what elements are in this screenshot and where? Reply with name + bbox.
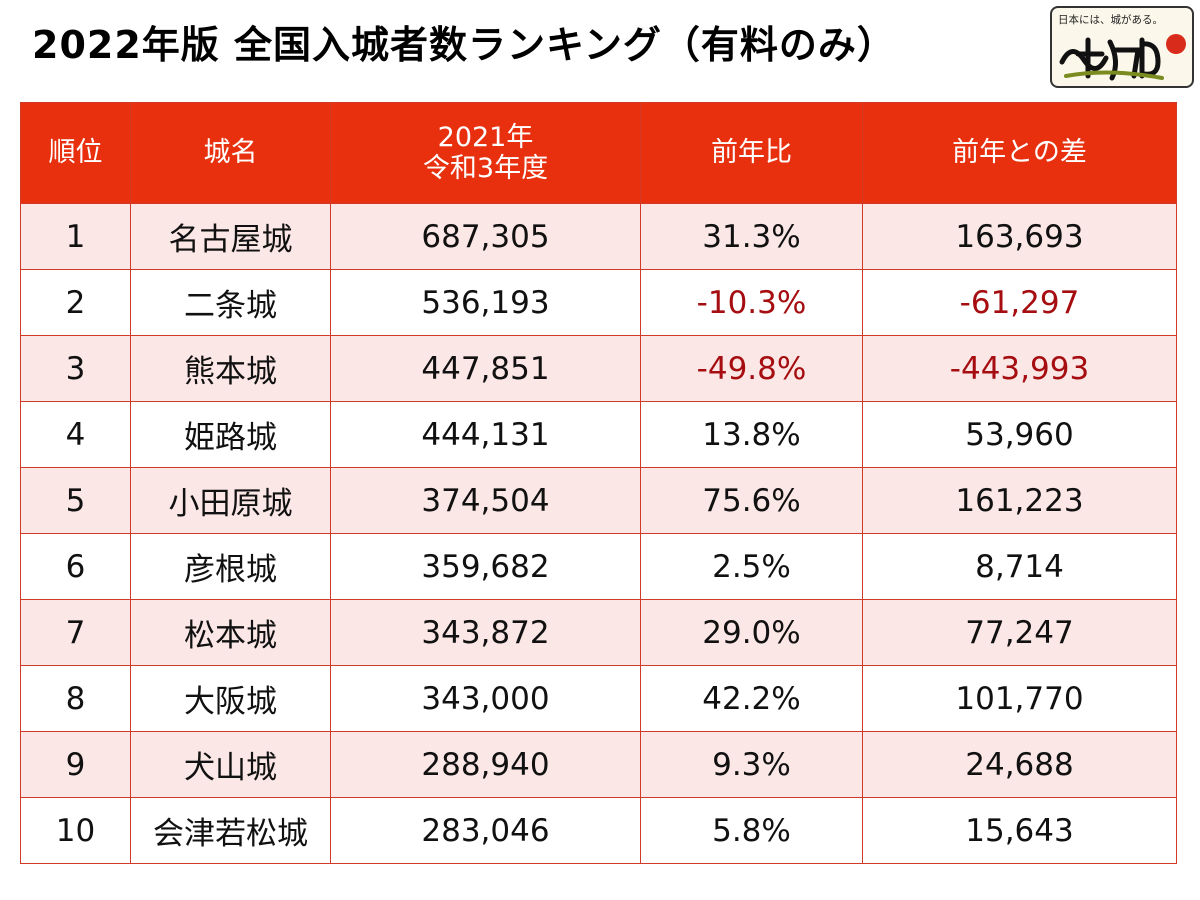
- rank-cell: 9: [20, 731, 131, 798]
- table-row: 3 熊本城 447,851 -49.8% -443,993: [20, 335, 1177, 402]
- table-row: 6 彦根城 359,682 2.5% 8,714: [20, 533, 1177, 600]
- rank-cell: 7: [20, 599, 131, 666]
- header-castle: 城名: [130, 102, 331, 204]
- castle-name-cell: 姫路城: [130, 401, 331, 468]
- diff-cell: 53,960: [862, 401, 1177, 468]
- diff-cell: 77,247: [862, 599, 1177, 666]
- table-row: 4 姫路城 444,131 13.8% 53,960: [20, 401, 1177, 468]
- logo: 日本には、城がある。: [1050, 6, 1194, 88]
- table-header-row: 順位 城名 2021年 令和3年度 前年比 前年との差: [20, 102, 1177, 204]
- table-row: 10 会津若松城 283,046 5.8% 15,643: [20, 797, 1177, 864]
- table-row: 7 松本城 343,872 29.0% 77,247: [20, 599, 1177, 666]
- logo-tagline: 日本には、城がある。: [1058, 14, 1163, 26]
- visitors-cell: 374,504: [330, 467, 641, 534]
- diff-cell: 161,223: [862, 467, 1177, 534]
- header-diff: 前年との差: [862, 102, 1177, 204]
- ratio-cell: 5.8%: [640, 797, 863, 864]
- visitors-cell: 444,131: [330, 401, 641, 468]
- red-sun-icon: [1166, 34, 1186, 54]
- ratio-cell: 2.5%: [640, 533, 863, 600]
- ratio-cell: 75.6%: [640, 467, 863, 534]
- header-visitors-era: 令和3年度: [422, 153, 549, 184]
- castle-brush-logo-icon: [1059, 37, 1164, 81]
- ratio-cell: 13.8%: [640, 401, 863, 468]
- ranking-table: 順位 城名 2021年 令和3年度 前年比 前年との差 1 名古屋城 687,305…: [20, 102, 1177, 864]
- castle-name-cell: 二条城: [130, 269, 331, 336]
- page-title: 2022年版 全国入城者数ランキング（有料のみ）: [32, 23, 896, 67]
- diff-cell: -61,297: [862, 269, 1177, 336]
- rank-cell: 8: [20, 665, 131, 732]
- table-row: 8 大阪城 343,000 42.2% 101,770: [20, 665, 1177, 732]
- visitors-cell: 343,000: [330, 665, 641, 732]
- rank-cell: 4: [20, 401, 131, 468]
- diff-cell: -443,993: [862, 335, 1177, 402]
- ratio-cell: 29.0%: [640, 599, 863, 666]
- rank-cell: 5: [20, 467, 131, 534]
- visitors-cell: 536,193: [330, 269, 641, 336]
- diff-cell: 8,714: [862, 533, 1177, 600]
- castle-name-cell: 松本城: [130, 599, 331, 666]
- castle-name-cell: 小田原城: [130, 467, 331, 534]
- visitors-cell: 687,305: [330, 203, 641, 270]
- diff-cell: 101,770: [862, 665, 1177, 732]
- rank-cell: 2: [20, 269, 131, 336]
- castle-name-cell: 会津若松城: [130, 797, 331, 864]
- table-row: 9 犬山城 288,940 9.3% 24,688: [20, 731, 1177, 798]
- header-rank: 順位: [20, 102, 131, 204]
- ratio-cell: -49.8%: [640, 335, 863, 402]
- ratio-cell: 31.3%: [640, 203, 863, 270]
- castle-name-cell: 名古屋城: [130, 203, 331, 270]
- visitors-cell: 288,940: [330, 731, 641, 798]
- table-row: 1 名古屋城 687,305 31.3% 163,693: [20, 203, 1177, 270]
- castle-name-cell: 大阪城: [130, 665, 331, 732]
- table-row: 5 小田原城 374,504 75.6% 161,223: [20, 467, 1177, 534]
- diff-cell: 15,643: [862, 797, 1177, 864]
- rank-cell: 10: [20, 797, 131, 864]
- header-visitors-year: 2021年: [437, 121, 534, 153]
- rank-cell: 3: [20, 335, 131, 402]
- header-ratio: 前年比: [640, 102, 863, 204]
- castle-name-cell: 彦根城: [130, 533, 331, 600]
- diff-cell: 24,688: [862, 731, 1177, 798]
- rank-cell: 1: [20, 203, 131, 270]
- castle-name-cell: 熊本城: [130, 335, 331, 402]
- table-row: 2 二条城 536,193 -10.3% -61,297: [20, 269, 1177, 336]
- visitors-cell: 359,682: [330, 533, 641, 600]
- rank-cell: 6: [20, 533, 131, 600]
- diff-cell: 163,693: [862, 203, 1177, 270]
- visitors-cell: 283,046: [330, 797, 641, 864]
- header-visitors: 2021年 令和3年度: [330, 102, 641, 204]
- visitors-cell: 447,851: [330, 335, 641, 402]
- visitors-cell: 343,872: [330, 599, 641, 666]
- ratio-cell: -10.3%: [640, 269, 863, 336]
- ratio-cell: 9.3%: [640, 731, 863, 798]
- ratio-cell: 42.2%: [640, 665, 863, 732]
- castle-name-cell: 犬山城: [130, 731, 331, 798]
